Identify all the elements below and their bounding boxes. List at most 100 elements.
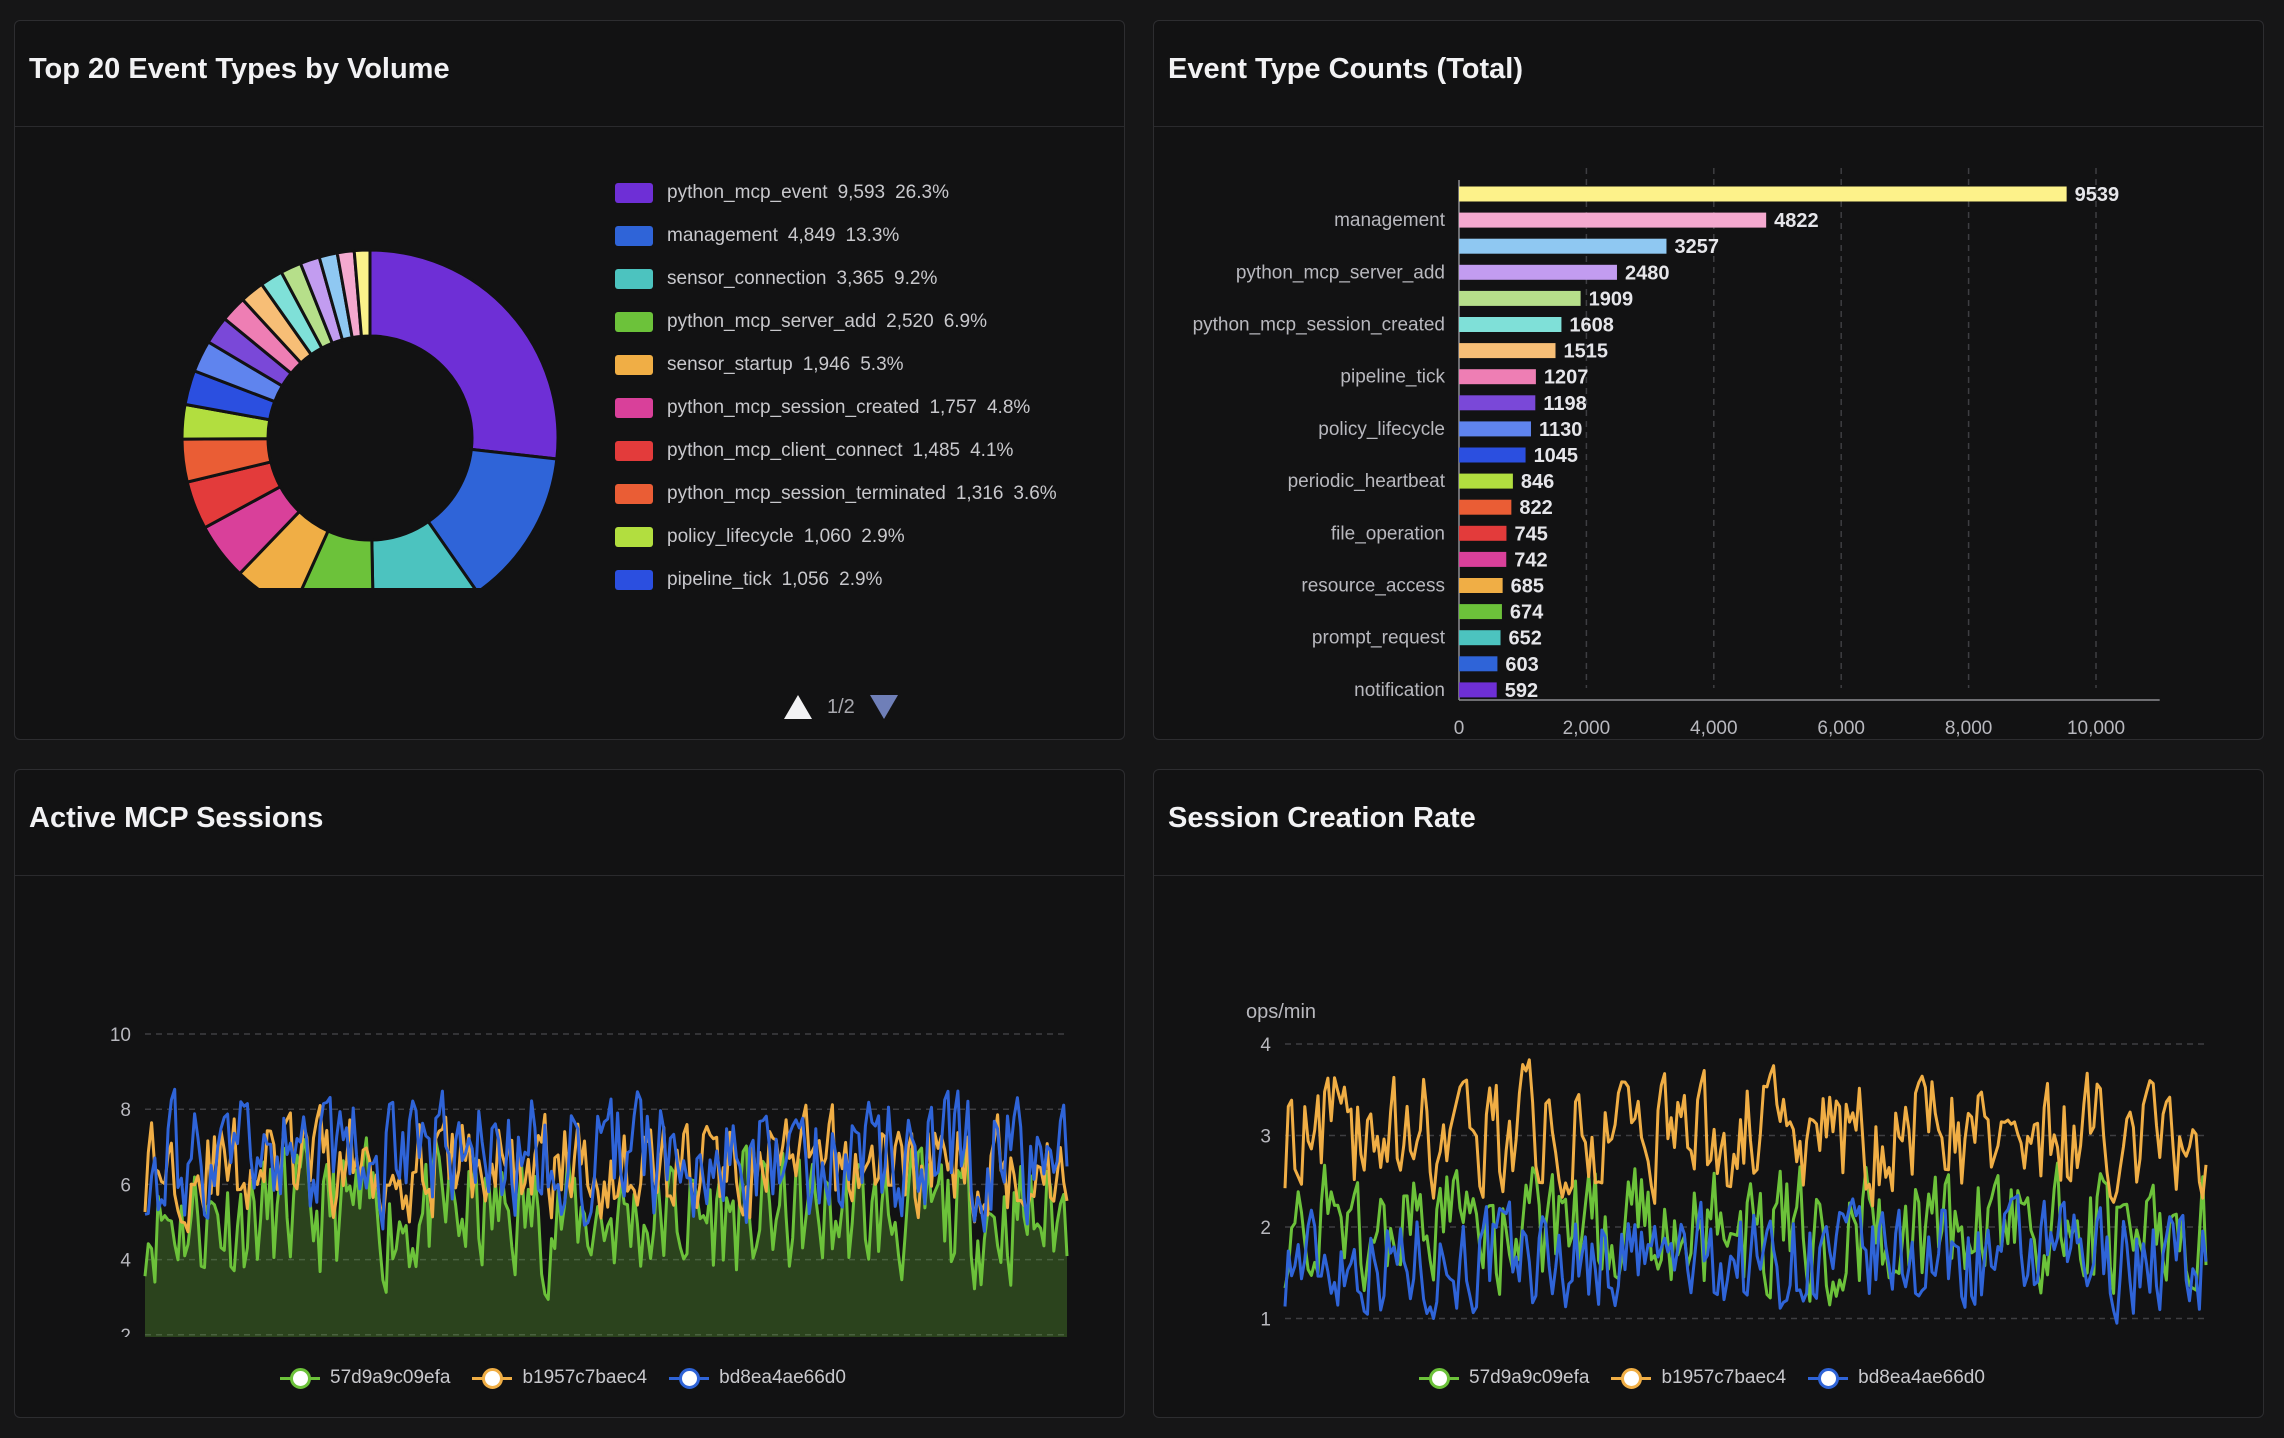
legend-item[interactable]: bd8ea4ae66d0 [669, 1367, 846, 1389]
session-rate-chart[interactable]: ops/min0123414:5016:3518:2020:0521:5023:… [1154, 877, 2262, 1337]
legend-item[interactable]: python_mcp_client_connect 1,485 4.1% [615, 438, 1013, 464]
bar[interactable] [1459, 290, 1581, 306]
active-panel-body: 024681014:5016:3518:2020:0521:5023:3501:… [15, 877, 1124, 1417]
legend-item[interactable]: python_mcp_event 9,593 26.3% [615, 180, 949, 206]
series-line[interactable] [144, 1087, 1069, 1233]
bar-value-label: 1608 [1569, 315, 1614, 337]
legend-value: 1,757 [929, 397, 977, 418]
legend-line-icon [669, 1367, 710, 1389]
pie-slice[interactable] [370, 519, 478, 588]
line-legend: 57d9a9c09efa b1957c7baec4 bd8ea4ae66d0 [280, 1367, 868, 1389]
legend-item[interactable]: sensor_startup 1,946 5.3% [615, 352, 904, 378]
x-tick-label: 6,000 [1817, 718, 1865, 738]
bar-value-label: 652 [1509, 628, 1542, 650]
bar-value-label: 1207 [1544, 367, 1589, 389]
bar[interactable] [1459, 578, 1503, 593]
series-line[interactable] [1283, 1194, 2208, 1325]
donut-chart[interactable] [145, 128, 565, 588]
bar[interactable] [1459, 395, 1536, 411]
bar[interactable] [1459, 630, 1501, 646]
bar[interactable] [1459, 264, 1617, 280]
up-arrow-icon[interactable] [783, 694, 813, 720]
bar[interactable] [1459, 447, 1526, 463]
legend-item[interactable]: python_mcp_session_terminated 1,316 3.6% [615, 481, 1057, 507]
bar[interactable] [1459, 421, 1531, 437]
legend-percent: 2.9% [861, 526, 905, 547]
bar[interactable] [1459, 604, 1502, 620]
legend-item[interactable]: python_mcp_session_created 1,757 4.8% [615, 395, 1030, 421]
legend-item[interactable]: python_mcp_server_add 2,520 6.9% [615, 309, 987, 335]
bar[interactable] [1459, 682, 1497, 698]
bar[interactable] [1459, 473, 1513, 489]
x-tick-label: 10,000 [2067, 718, 2125, 738]
legend-value: 1,946 [802, 354, 851, 375]
legend-item[interactable]: b1957c7baec4 [472, 1367, 647, 1389]
panel-title: Top 20 Event Types by Volume [29, 53, 450, 85]
legend-item[interactable]: policy_lifecycle 1,060 2.9% [615, 524, 905, 550]
x-tick-label: 4,000 [1690, 718, 1738, 738]
bar[interactable] [1459, 186, 2067, 202]
bar-panel: Event Type Counts (Total) 0 2,000 4,000 6,0… [1153, 20, 2264, 740]
bar[interactable] [1459, 656, 1498, 672]
panel-title: Active MCP Sessions [29, 802, 324, 834]
legend-label: pipeline_tick [667, 569, 772, 590]
legend-item[interactable]: b1957c7baec4 [1611, 1367, 1786, 1389]
legend-swatch [615, 312, 653, 332]
legend-swatch [615, 570, 653, 590]
y-tick-label: 1 [1260, 1310, 1271, 1331]
bar-value-label: 1198 [1543, 393, 1586, 415]
bar[interactable] [1459, 499, 1512, 515]
legend-line-icon [1419, 1367, 1459, 1389]
bar[interactable] [1459, 238, 1667, 254]
y-tick-label: 2 [120, 1326, 131, 1337]
category-label: pipeline_tick [1340, 367, 1445, 388]
legend-item[interactable]: bd8ea4ae66d0 [1808, 1367, 1985, 1389]
down-arrow-icon[interactable] [869, 694, 899, 720]
bar[interactable] [1459, 551, 1507, 567]
active-sessions-chart[interactable]: 024681014:5016:3518:2020:0521:5023:3501:… [15, 877, 1123, 1337]
category-label: policy_lifecycle [1318, 419, 1445, 440]
pie-slice[interactable] [426, 447, 559, 588]
pager-text: 1/2 [827, 695, 855, 718]
category-label: notification [1354, 680, 1445, 701]
bar[interactable] [1459, 369, 1536, 385]
y-tick-label: 8 [120, 1100, 131, 1121]
legend-item[interactable]: 57d9a9c09efa [1419, 1367, 1589, 1389]
legend-item[interactable]: 57d9a9c09efa [280, 1367, 450, 1389]
legend-label: policy_lifecycle [667, 526, 794, 547]
legend-percent: 13.3% [845, 225, 900, 246]
category-label: file_operation [1331, 523, 1445, 544]
legend-percent: 5.3% [860, 354, 904, 375]
legend-item[interactable]: sensor_connection 3,365 9.2% [615, 266, 937, 292]
legend-item[interactable]: pipeline_tick 1,056 2.9% [615, 567, 882, 593]
legend-swatch [615, 183, 653, 203]
legend-value: 3,365 [836, 268, 885, 289]
bar[interactable] [1459, 212, 1767, 228]
pie-slice[interactable] [368, 248, 560, 461]
legend-percent: 3.6% [1013, 483, 1057, 504]
bar-value-label: 3257 [1674, 236, 1719, 258]
legend-label: python_mcp_session_created [667, 397, 920, 418]
legend-item[interactable]: management 4,849 13.3% [615, 223, 899, 249]
legend-swatch [615, 527, 653, 547]
bar-chart[interactable]: 0 2,000 4,000 6,000 8,000 10,000 9539 4822 manag… [1154, 128, 2262, 738]
bar[interactable] [1459, 343, 1556, 359]
bar[interactable] [1459, 317, 1562, 332]
active-sessions-panel: Active MCP Sessions 024681014:5016:3518:… [14, 769, 1125, 1418]
series-line[interactable] [1283, 1161, 2208, 1307]
legend-swatch [615, 269, 653, 289]
legend-label: b1957c7baec4 [522, 1367, 648, 1388]
rate-panel-header: Session Creation Rate [1154, 770, 2263, 876]
bar-value-label: 846 [1521, 471, 1554, 493]
series-line[interactable] [1283, 1058, 2208, 1208]
pie-legend: python_mcp_event 9,593 26.3% management 4,84… [615, 180, 1095, 605]
bar-value-label: 592 [1505, 680, 1538, 702]
category-label: periodic_heartbeat [1288, 471, 1446, 492]
legend-line-icon [1611, 1367, 1652, 1389]
legend-swatch [615, 441, 653, 461]
pie-slice[interactable] [352, 248, 372, 338]
pie-slice[interactable] [293, 528, 375, 588]
session-rate-panel: Session Creation Rate ops/min0123414:501… [1153, 769, 2264, 1418]
series-line[interactable] [143, 1103, 1069, 1234]
bar[interactable] [1459, 525, 1507, 541]
